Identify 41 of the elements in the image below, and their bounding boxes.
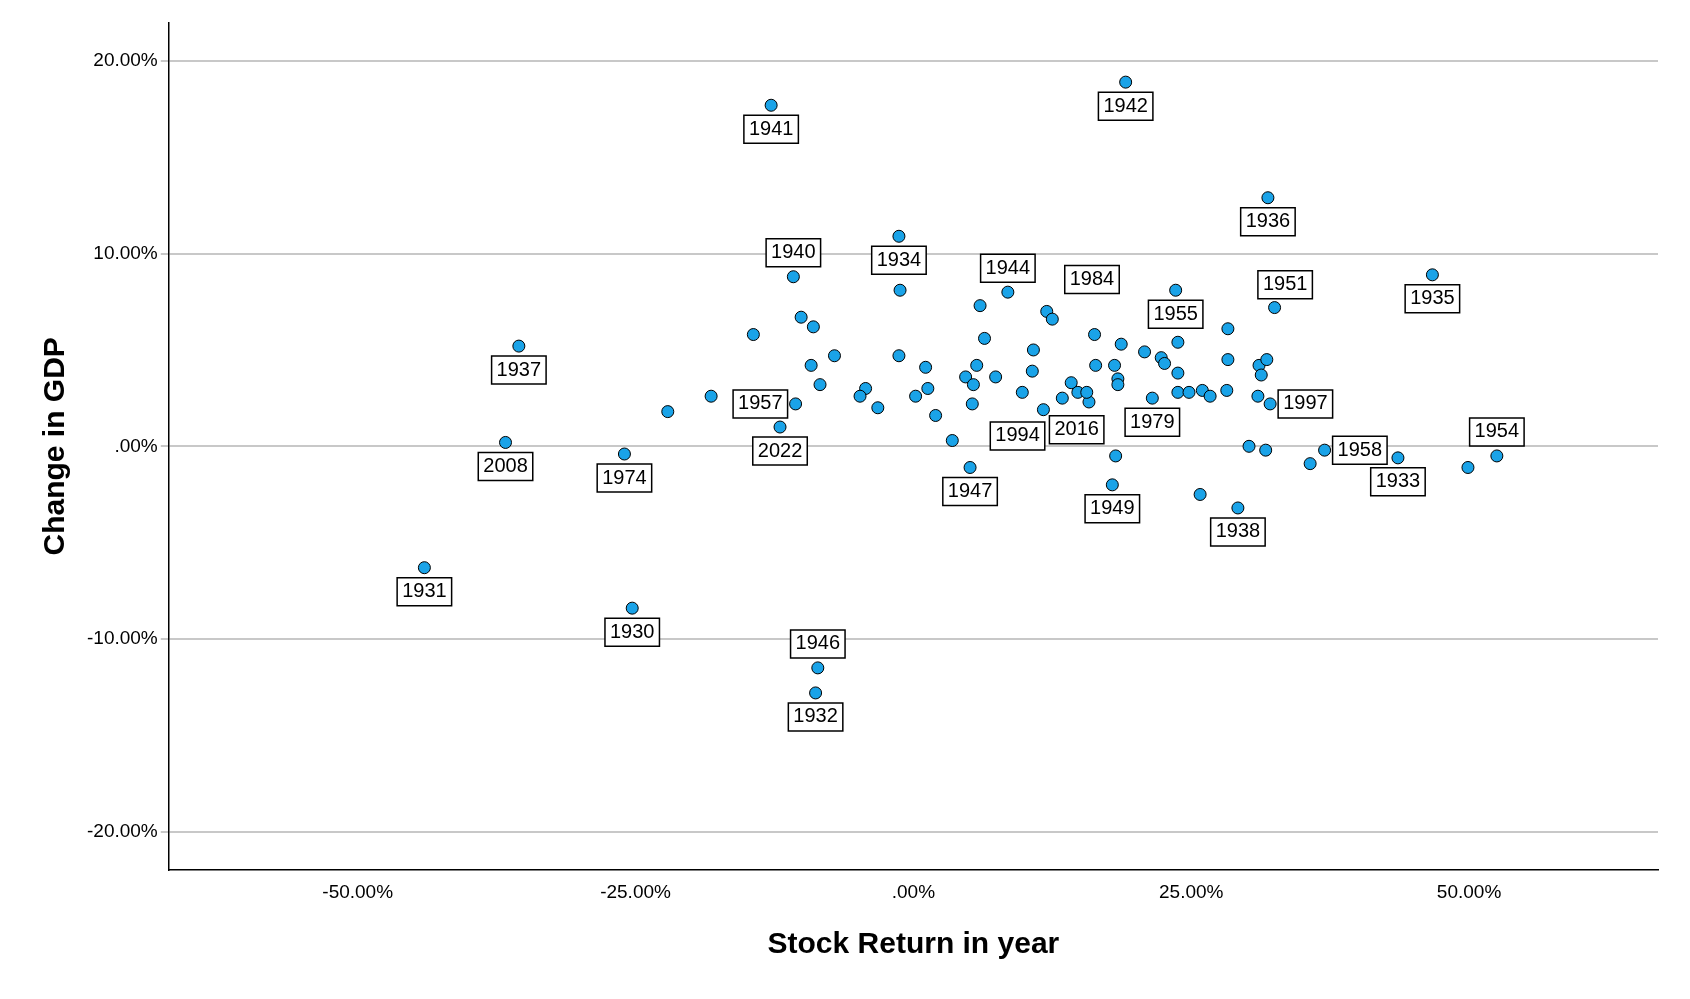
annotation: 1958 bbox=[1337, 437, 1383, 460]
annotation: 1935 bbox=[1410, 286, 1455, 309]
y-tick-label: -20.00% bbox=[86, 819, 158, 841]
x-tick-label: 50.00% bbox=[1436, 880, 1502, 902]
annotation: 1949 bbox=[1090, 496, 1135, 519]
annotation: 1997 bbox=[1283, 391, 1328, 414]
annotation: 1974 bbox=[602, 465, 647, 488]
annotation: 1944 bbox=[985, 255, 1031, 278]
annotation: 2022 bbox=[757, 438, 803, 461]
annotation: 1937 bbox=[496, 357, 542, 380]
annotation: 1934 bbox=[876, 247, 922, 270]
annotation: 2008 bbox=[483, 453, 528, 476]
annotation: 1984 bbox=[1069, 266, 1115, 289]
annotation: 1946 bbox=[795, 631, 841, 654]
annotation: 1979 bbox=[1130, 409, 1175, 432]
annotation: 1938 bbox=[1215, 519, 1261, 542]
x-axis-title: Stock Return in year bbox=[767, 926, 1060, 960]
x-tick-label: .00% bbox=[891, 880, 936, 902]
annotation: 1951 bbox=[1262, 272, 1308, 295]
y-tick-label: .00% bbox=[114, 434, 158, 456]
y-tick-label: -10.00% bbox=[86, 627, 158, 649]
annotation: 1936 bbox=[1245, 209, 1291, 232]
x-tick-label: -25.00% bbox=[600, 880, 672, 902]
x-tick-label: -50.00% bbox=[322, 880, 394, 902]
annotation: 1942 bbox=[1103, 93, 1148, 116]
annotation: 1930 bbox=[609, 619, 655, 642]
y-axis-title: Change in GDP bbox=[37, 337, 71, 556]
annotation: 1957 bbox=[738, 391, 783, 414]
annotation: 1933 bbox=[1375, 469, 1421, 492]
y-tick-label: 20.00% bbox=[93, 49, 158, 71]
annotation: 1955 bbox=[1153, 301, 1198, 324]
x-tick-label: 25.00% bbox=[1159, 880, 1224, 902]
annotation: 1940 bbox=[771, 240, 816, 263]
y-tick-label: 10.00% bbox=[93, 241, 158, 263]
annotation: 1994 bbox=[995, 423, 1040, 446]
annotation: 2016 bbox=[1054, 417, 1099, 440]
annotation: 1931 bbox=[402, 579, 447, 602]
annotation: 1941 bbox=[748, 116, 794, 139]
annotation: 1947 bbox=[947, 479, 993, 502]
annotation: 1954 bbox=[1474, 419, 1520, 442]
annotation: 1932 bbox=[793, 704, 838, 727]
